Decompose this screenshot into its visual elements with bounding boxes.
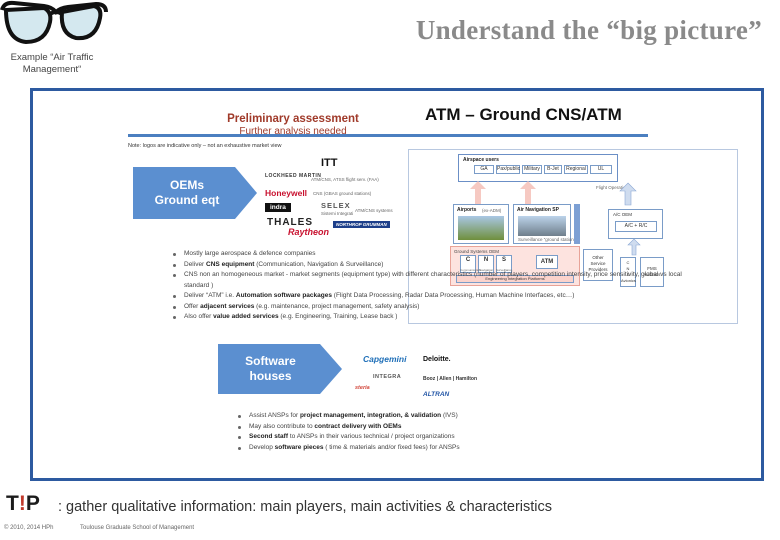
bullet-text: Develop software pieces ( time & materia… [249, 443, 460, 451]
logo-note-honeywell: CNS (GBAS ground stations) [313, 191, 372, 196]
bullet-text: CNS non an homogeneous market - market s… [184, 271, 682, 289]
comm-box: C [460, 255, 476, 273]
user-type: Pax/public [496, 165, 521, 174]
user-type: B-Jet [544, 165, 562, 174]
oem-chevron-label: OEMs Ground eqt [154, 178, 220, 207]
preliminary-title: Preliminary assessment [227, 113, 359, 125]
avionics-arrows [627, 238, 641, 256]
oem-bullets: Mostly large aerospace & defence compani… [173, 249, 693, 323]
bullet-text: Second staff to ANSPs in their various t… [249, 433, 455, 440]
bullet-item: Offer adjacent services (e.g. maintenanc… [173, 302, 693, 313]
logo-steria: steria [355, 385, 370, 391]
bullet-item: Assist ANSPs for project management, int… [238, 411, 658, 422]
page-title: Understand the “big picture” [415, 15, 762, 45]
title-rule [128, 134, 648, 137]
bullet-dot [238, 425, 241, 429]
logo-booz: Booz | Allen | Hamilton [423, 376, 478, 382]
user-type: Regional [564, 165, 588, 174]
user-type: Military [522, 165, 542, 174]
flow-arrows [470, 181, 637, 206]
flight-operations-label: Flight Operations [596, 185, 631, 190]
bullet-dot [173, 274, 176, 277]
bullet-item: Also offer value added services (e.g. En… [173, 312, 693, 323]
software-chevron [218, 344, 342, 394]
footer-school: Toulouse Graduate School of Management [80, 525, 195, 531]
glasses-logo: Example “Air Traffic Management“ [0, 0, 110, 82]
bullet-text: Deliver “ATM” i.e. Automation software p… [184, 292, 575, 299]
logo-northrop: NORTHROP GRUMMAN [333, 221, 390, 228]
bullet-dot [238, 436, 241, 439]
tip-logo: T!P [6, 492, 40, 515]
bullet-dot [238, 415, 241, 418]
fms-avionics-box: FMS Avionics [640, 257, 664, 287]
software-bullets: Assist ANSPs for project management, int… [238, 411, 658, 453]
ansp-photo [518, 216, 566, 236]
logo-indra: indra [265, 203, 291, 212]
nav-box: N [478, 255, 494, 273]
integration-bar: Engineering Integration Platforms [456, 275, 574, 283]
airports-box: Airports (ex-ADM) [453, 204, 509, 244]
bullet-text: Mostly large aerospace & defence compani… [184, 250, 316, 257]
bullet-item: Mostly large aerospace & defence compani… [173, 249, 693, 260]
airport-photo [458, 216, 504, 240]
logo-altran: ALTRAN [423, 391, 450, 398]
software-chevron-label: Software houses [245, 354, 296, 383]
other-services-box: Other Service Providers [583, 249, 613, 281]
bullet-dot [173, 253, 176, 256]
cns-avionics-box: C N S Avionics [620, 257, 636, 287]
bullet-dot [173, 316, 176, 319]
logo-raytheon: Raytheon [288, 227, 330, 237]
logo-note-selex: Sistemi Integrati [321, 211, 354, 216]
bullet-item: May also contribute to contract delivery… [238, 422, 658, 433]
tip-text: : gather qualitative information: main p… [58, 499, 553, 515]
surv-box: S [496, 255, 512, 273]
atm-title: ATM – Ground CNS/ATM [425, 105, 622, 124]
bullet-text: May also contribute to contract delivery… [249, 422, 402, 430]
glasses-icon [0, 0, 108, 45]
bullet-item: Second staff to ANSPs in their various t… [238, 432, 658, 443]
bullet-text: Deliver CNS equipment (Communication, Na… [184, 260, 384, 268]
logo-lockheed: LOCKHEED MARTIN [265, 173, 322, 179]
bullet-item: Develop software pieces ( time & materia… [238, 443, 658, 454]
oem-chevron [133, 167, 257, 219]
user-type: UL [590, 165, 612, 174]
bullet-dot [238, 446, 241, 450]
logo-note-itt: ATM/CNS, ATSS flight serv. (FAA) [311, 177, 379, 182]
logo-note-atm: ATM/CNS systems [355, 208, 393, 213]
bullet-dot [173, 295, 176, 298]
atm-box: ATM [536, 255, 558, 269]
logo-caption: Example “Air Traffic Management“ [10, 52, 94, 75]
bullet-text: Offer adjacent services (e.g. maintenanc… [184, 302, 420, 310]
bullet-text: Assist ANSPs for project management, int… [249, 412, 458, 419]
bullet-dot [173, 263, 176, 267]
logo-integra: INTEGRA [373, 374, 402, 380]
preliminary-subtitle: Further analysis needed [239, 126, 347, 137]
side-bar [574, 204, 580, 244]
ac-oem-box: A/C OEM A/C + R/C [608, 209, 663, 239]
bullet-item: Deliver “ATM” i.e. Automation software p… [173, 291, 693, 302]
logo-thales: THALES [267, 217, 313, 228]
user-type: GA [474, 165, 494, 174]
bullet-item: Deliver CNS equipment (Communication, Na… [173, 260, 693, 271]
logo-capgemini: Capgemini [363, 354, 407, 364]
ansp-box: Air Navigation SP Surveillance “ground s… [513, 204, 578, 244]
footer-copyright: © 2010, 2014 HPh [4, 525, 54, 531]
bullet-item: CNS non an homogeneous market - market s… [173, 270, 693, 291]
bullet-text: Also offer value added services (e.g. En… [184, 313, 398, 320]
logo-selex: SELEX [321, 201, 351, 210]
cns-atm-diagram: Airspace users GA Pax/public Military B-… [408, 149, 738, 324]
logos-note: Note: logos are indicative only – not an… [128, 143, 282, 149]
logo-honeywell: Honeywell [265, 188, 308, 198]
bullet-dot [173, 305, 176, 309]
logo-itt: ITT [321, 157, 338, 169]
embedded-slide: Preliminary assessment Further analysis … [30, 88, 764, 481]
preliminary-assessment: Preliminary assessment Further analysis … [183, 113, 403, 137]
logo-deloitte: Deloitte. [423, 356, 451, 363]
